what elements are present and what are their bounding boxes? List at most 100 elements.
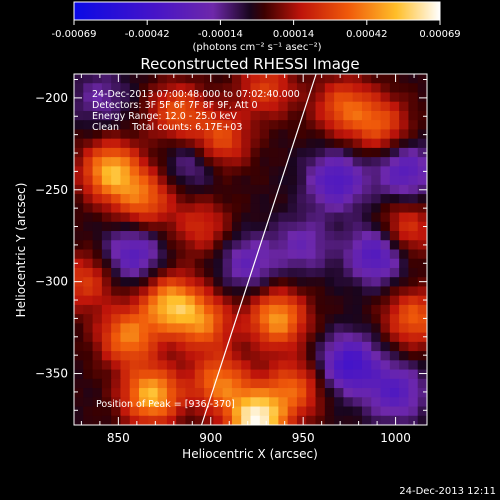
heatmap-cell: [250, 74, 261, 84]
heatmap-cell: [194, 341, 205, 352]
heatmap-cell: [194, 360, 205, 371]
heatmap-cell: [139, 101, 149, 112]
heatmap-cell: [343, 203, 354, 214]
heatmap-cell: [222, 351, 233, 361]
heatmap-cell: [315, 267, 326, 278]
heatmap-cell: [157, 83, 168, 94]
heatmap-cell: [334, 295, 344, 306]
heatmap-cell: [389, 406, 400, 417]
heatmap-cell: [129, 138, 140, 149]
heatmap-cell: [361, 92, 372, 103]
heatmap-cell: [111, 378, 122, 389]
heatmap-cell: [101, 369, 112, 380]
heatmap-cell: [101, 83, 112, 94]
heatmap-cell: [417, 378, 427, 389]
heatmap-cell: [101, 129, 112, 140]
heatmap-cell: [74, 120, 84, 131]
heatmap-cell: [157, 221, 168, 232]
heatmap-cell: [139, 212, 149, 223]
heatmap-cell: [148, 286, 159, 297]
heatmap-cell: [222, 314, 233, 324]
heatmap-cell: [101, 415, 112, 425]
heatmap-cell: [324, 203, 335, 214]
heatmap-cell: [120, 258, 131, 269]
heatmap-cell: [148, 184, 159, 195]
heatmap-cell: [166, 101, 177, 112]
heatmap-cell: [324, 138, 335, 149]
heatmap-cell: [417, 120, 427, 131]
heatmap-cell: [334, 240, 344, 251]
heatmap-cell: [259, 157, 270, 167]
heatmap-cell: [111, 351, 122, 361]
heatmap-cell: [231, 203, 242, 214]
colorbar: [73, 1, 441, 21]
heatmap-cell: [148, 129, 159, 140]
heatmap-cell: [213, 249, 224, 260]
heatmap-cell: [101, 295, 112, 306]
heatmap-cell: [148, 74, 159, 84]
heatmap-cell: [185, 138, 196, 149]
heatmap-cell: [417, 369, 427, 380]
heatmap-cell: [241, 304, 252, 315]
heatmap-cell: [83, 166, 94, 177]
y-tick-label: −250: [35, 183, 68, 197]
heatmap-cell: [139, 110, 149, 121]
heatmap-cell: [120, 304, 131, 315]
heatmap-cell: [148, 378, 159, 389]
heatmap-cell: [361, 120, 372, 131]
heatmap-cell: [361, 249, 372, 260]
heatmap-cell: [83, 231, 94, 241]
heatmap-cell: [250, 314, 261, 324]
heatmap-cell: [241, 129, 252, 140]
heatmap-cell: [148, 203, 159, 214]
heatmap-cell: [139, 286, 149, 297]
heatmap-cell: [361, 397, 372, 408]
heatmap-cell: [306, 360, 317, 371]
heatmap-cell: [83, 378, 94, 389]
heatmap-cell: [213, 101, 224, 112]
heatmap-cell: [157, 74, 168, 84]
heatmap-cell: [250, 258, 261, 269]
heatmap-cell: [361, 388, 372, 398]
heatmap-cell: [120, 120, 131, 131]
heatmap-cell: [231, 231, 242, 241]
heatmap-cell: [259, 184, 270, 195]
heatmap-cell: [296, 240, 307, 251]
heatmap-cell: [148, 406, 159, 417]
heatmap-cell: [278, 129, 289, 140]
heatmap-cell: [408, 92, 419, 103]
heatmap-cell: [204, 157, 214, 167]
heatmap-cell: [250, 120, 261, 131]
heatmap-cell: [148, 83, 159, 94]
heatmap-cell: [241, 388, 252, 398]
heatmap-cell: [166, 194, 177, 204]
heatmap-cell: [166, 369, 177, 380]
heatmap-cell: [352, 147, 363, 158]
heatmap-cell: [204, 304, 214, 315]
heatmap-cell: [83, 203, 94, 214]
heatmap-cell: [250, 83, 261, 94]
heatmap-cell: [204, 378, 214, 389]
heatmap-cell: [334, 147, 344, 158]
heatmap-cell: [222, 221, 233, 232]
heatmap-cell: [269, 267, 279, 278]
heatmap-cell: [380, 92, 391, 103]
heatmap-cell: [92, 74, 103, 84]
heatmap-cell: [343, 360, 354, 371]
heatmap-cell: [139, 369, 149, 380]
heatmap-cell: [315, 314, 326, 324]
heatmap-cell: [120, 378, 131, 389]
heatmap-cell: [259, 388, 270, 398]
heatmap-cell: [343, 332, 354, 343]
heatmap-cell: [222, 194, 233, 204]
heatmap-cell: [83, 194, 94, 204]
heatmap-cell: [389, 277, 400, 288]
heatmap-cell: [250, 323, 261, 334]
heatmap-cell: [380, 221, 391, 232]
heatmap-cell: [278, 267, 289, 278]
heatmap-cell: [129, 221, 140, 232]
heatmap-cell: [241, 369, 252, 380]
heatmap-cell: [408, 397, 419, 408]
heatmap-cell: [296, 258, 307, 269]
heatmap-cell: [194, 138, 205, 149]
